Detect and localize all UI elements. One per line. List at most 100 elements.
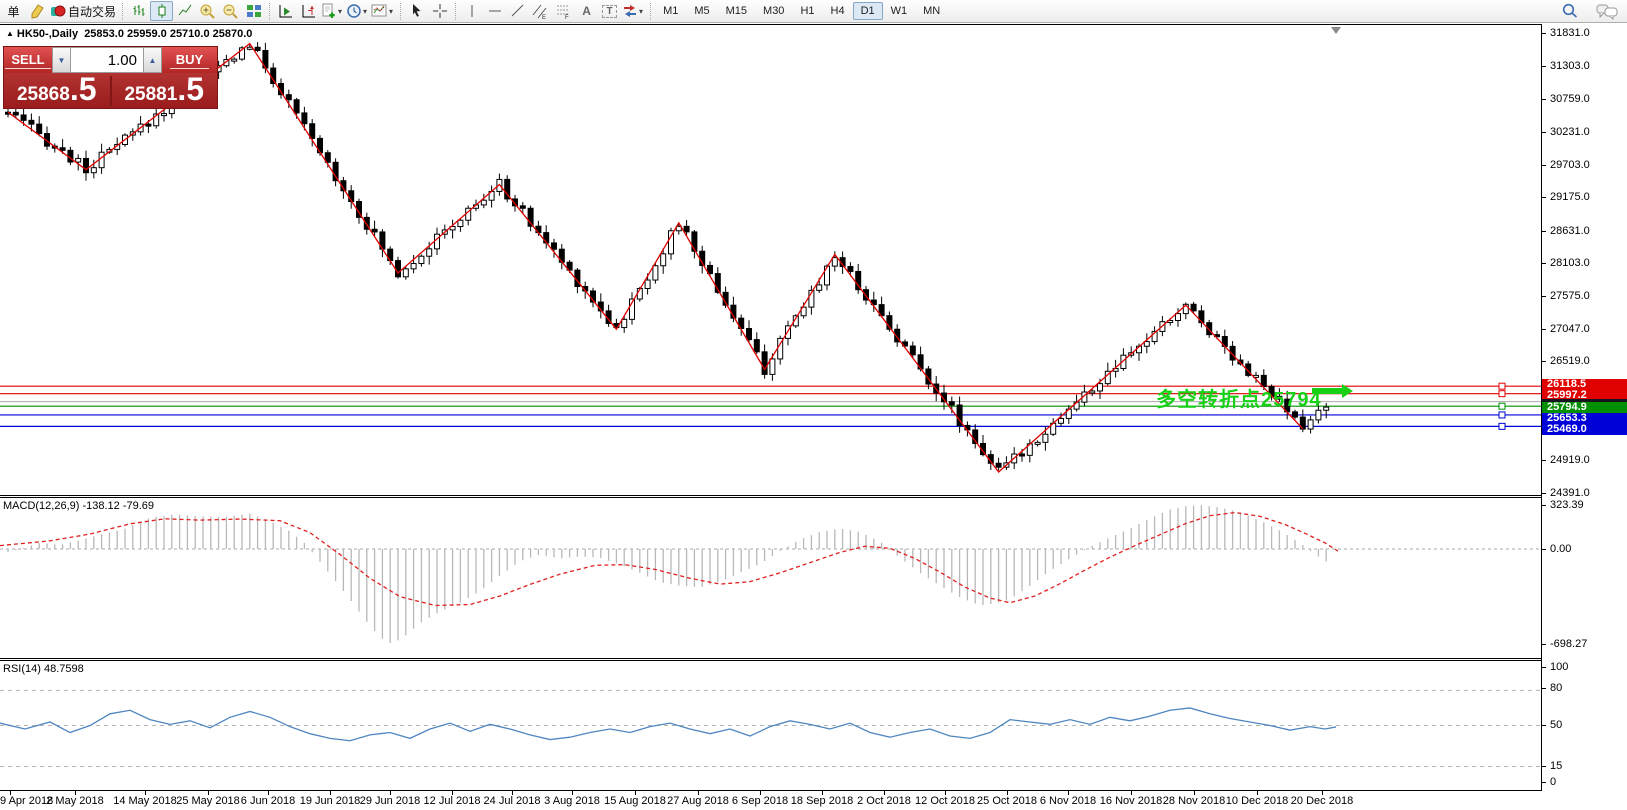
zoom-out-button[interactable] — [219, 1, 242, 21]
svg-text:E: E — [542, 15, 546, 20]
indicators-button[interactable]: ▾ — [320, 1, 345, 21]
tick-mark — [1542, 33, 1546, 34]
date-label: 25 Oct 2018 — [977, 795, 1037, 807]
macd-tick: 0.00 — [1550, 543, 1572, 555]
date-axis[interactable]: 9 Apr 2018 2 May 2018 14 May 2018 25 May 20… — [0, 791, 1627, 810]
timeframe-d1[interactable]: D1 — [852, 2, 883, 20]
chat-icon[interactable] — [1595, 1, 1619, 21]
date-label: 16 Nov 2018 — [1099, 795, 1163, 807]
timeframe-m5[interactable]: M5 — [694, 5, 710, 17]
volume-increment-button[interactable]: ▲ — [143, 47, 162, 73]
tick-mark — [1542, 164, 1546, 166]
tick-mark — [1542, 644, 1546, 645]
tick-mark — [1542, 296, 1546, 298]
timeframe-w1[interactable]: W1 — [890, 5, 908, 17]
tick-mark — [1542, 766, 1546, 767]
candlestick-chart-button[interactable] — [150, 1, 173, 21]
macd-tick: 323.39 — [1550, 499, 1584, 511]
vertical-line-button[interactable] — [460, 1, 483, 21]
periods-button[interactable]: ▾ — [345, 1, 370, 21]
date-tick-mark — [512, 791, 513, 795]
date-tick-mark — [635, 791, 636, 795]
line-chart-button[interactable] — [173, 1, 196, 21]
tick-mark — [1542, 263, 1546, 265]
candlestick-chart[interactable] — [0, 25, 1541, 495]
level-price-label: 25469.0 — [1542, 424, 1627, 435]
date-tick-mark — [10, 791, 11, 795]
macd-panel: MACD(12,26,9) -138.12 -79.69 — [0, 497, 1541, 659]
chart-shift-button[interactable] — [297, 1, 320, 21]
tick-mark — [1542, 197, 1546, 199]
toolbar: 单 自动交易 ▾ ▾ ▾ E F A T ▾ M1 M5 M15 M30 H1 H4 D1 W… — [0, 0, 1627, 23]
rsi-label: RSI(14) 48.7598 — [3, 663, 84, 675]
volume-decrement-button[interactable]: ▼ — [52, 47, 71, 73]
price-tick: 27575.0 — [1550, 290, 1590, 303]
editor-icon[interactable] — [25, 1, 48, 21]
zoom-in-button[interactable] — [196, 1, 219, 21]
templates-button[interactable]: ▾ — [370, 1, 396, 21]
pivot-annotation[interactable]: 多空转折点25794 — [1156, 389, 1322, 411]
autotrading-button[interactable]: 自动交易 — [48, 1, 118, 21]
date-tick-mark — [1194, 791, 1195, 795]
new-order-label: 单 — [7, 4, 20, 19]
ask-price[interactable]: 25881.5 — [112, 73, 218, 106]
main-price-panel: ▲ HK50-,Daily 25853.0 25959.0 25710.0 258… — [0, 24, 1541, 496]
macd-chart[interactable] — [0, 498, 1541, 658]
separator — [650, 2, 652, 20]
timeframe-mn[interactable]: MN — [923, 5, 941, 17]
date-tick-mark — [268, 791, 269, 795]
new-order-button[interactable]: 单 — [2, 1, 25, 21]
price-tick: 28103.0 — [1550, 257, 1590, 270]
sell-button[interactable]: SELL — [4, 47, 52, 73]
price-tick: 29703.0 — [1550, 158, 1590, 171]
level-price-label: 25653.3 — [1542, 413, 1627, 424]
tick-mark — [1542, 549, 1546, 550]
text-button[interactable]: A — [582, 4, 591, 18]
trendline-button[interactable] — [506, 1, 529, 21]
dropdown-caret: ▾ — [389, 6, 394, 16]
level-price-label: 25997.2 — [1542, 390, 1627, 399]
bar-chart-button[interactable] — [127, 1, 150, 21]
rsi-tick: 100 — [1550, 661, 1569, 673]
date-label: 6 Nov 2018 — [1039, 795, 1097, 807]
cursor-button[interactable] — [405, 1, 428, 21]
date-tick-mark — [1257, 791, 1258, 795]
date-tick-mark — [760, 791, 761, 795]
dropdown-caret: ▾ — [363, 6, 368, 16]
equidistant-channel-button[interactable]: E — [529, 1, 552, 21]
date-label: 9 Apr 2018 — [0, 795, 54, 807]
bid-price[interactable]: 25868.5 — [4, 73, 110, 106]
timeframe-m15[interactable]: M15 — [725, 5, 748, 17]
rsi-chart[interactable] — [0, 661, 1541, 790]
buy-label: BUY — [169, 52, 210, 69]
tile-windows-button[interactable] — [242, 1, 265, 21]
timeframe-m1[interactable]: M1 — [663, 5, 679, 17]
tick-mark — [1542, 667, 1546, 668]
fibonacci-button[interactable]: F — [552, 1, 575, 21]
tick-mark — [1542, 460, 1546, 462]
rsi-tick: 50 — [1550, 719, 1563, 731]
timeframe-m30[interactable]: M30 — [763, 5, 785, 17]
search-icon[interactable] — [1558, 1, 1581, 21]
arrows-button[interactable]: ▾ — [621, 1, 646, 21]
volume-field[interactable]: 1.00 — [71, 47, 143, 73]
crosshair-button[interactable] — [428, 1, 451, 21]
buy-button[interactable]: BUY — [162, 47, 217, 73]
tick-mark — [1542, 505, 1546, 506]
text-label-button[interactable]: T — [598, 1, 621, 21]
tick-mark — [1542, 328, 1546, 330]
tick-mark — [1542, 493, 1546, 494]
price-tick: 26519.0 — [1550, 355, 1590, 368]
tick-mark — [1542, 688, 1546, 689]
horizontal-line-button[interactable] — [483, 1, 506, 21]
date-label: 3 Aug 2018 — [544, 795, 600, 807]
price-axis[interactable]: 31831.0 31303.0 30759.0 30231.0 29703.0 29175… — [1541, 24, 1627, 791]
clipped-price-label — [1542, 399, 1627, 402]
price-tick: 29175.0 — [1550, 191, 1590, 204]
timeframe-h4[interactable]: H4 — [830, 5, 845, 17]
price-tick: 28631.0 — [1550, 224, 1590, 237]
date-tick-mark — [698, 791, 699, 795]
auto-scroll-button[interactable] — [274, 1, 297, 21]
timeframe-h1[interactable]: H1 — [800, 5, 815, 17]
